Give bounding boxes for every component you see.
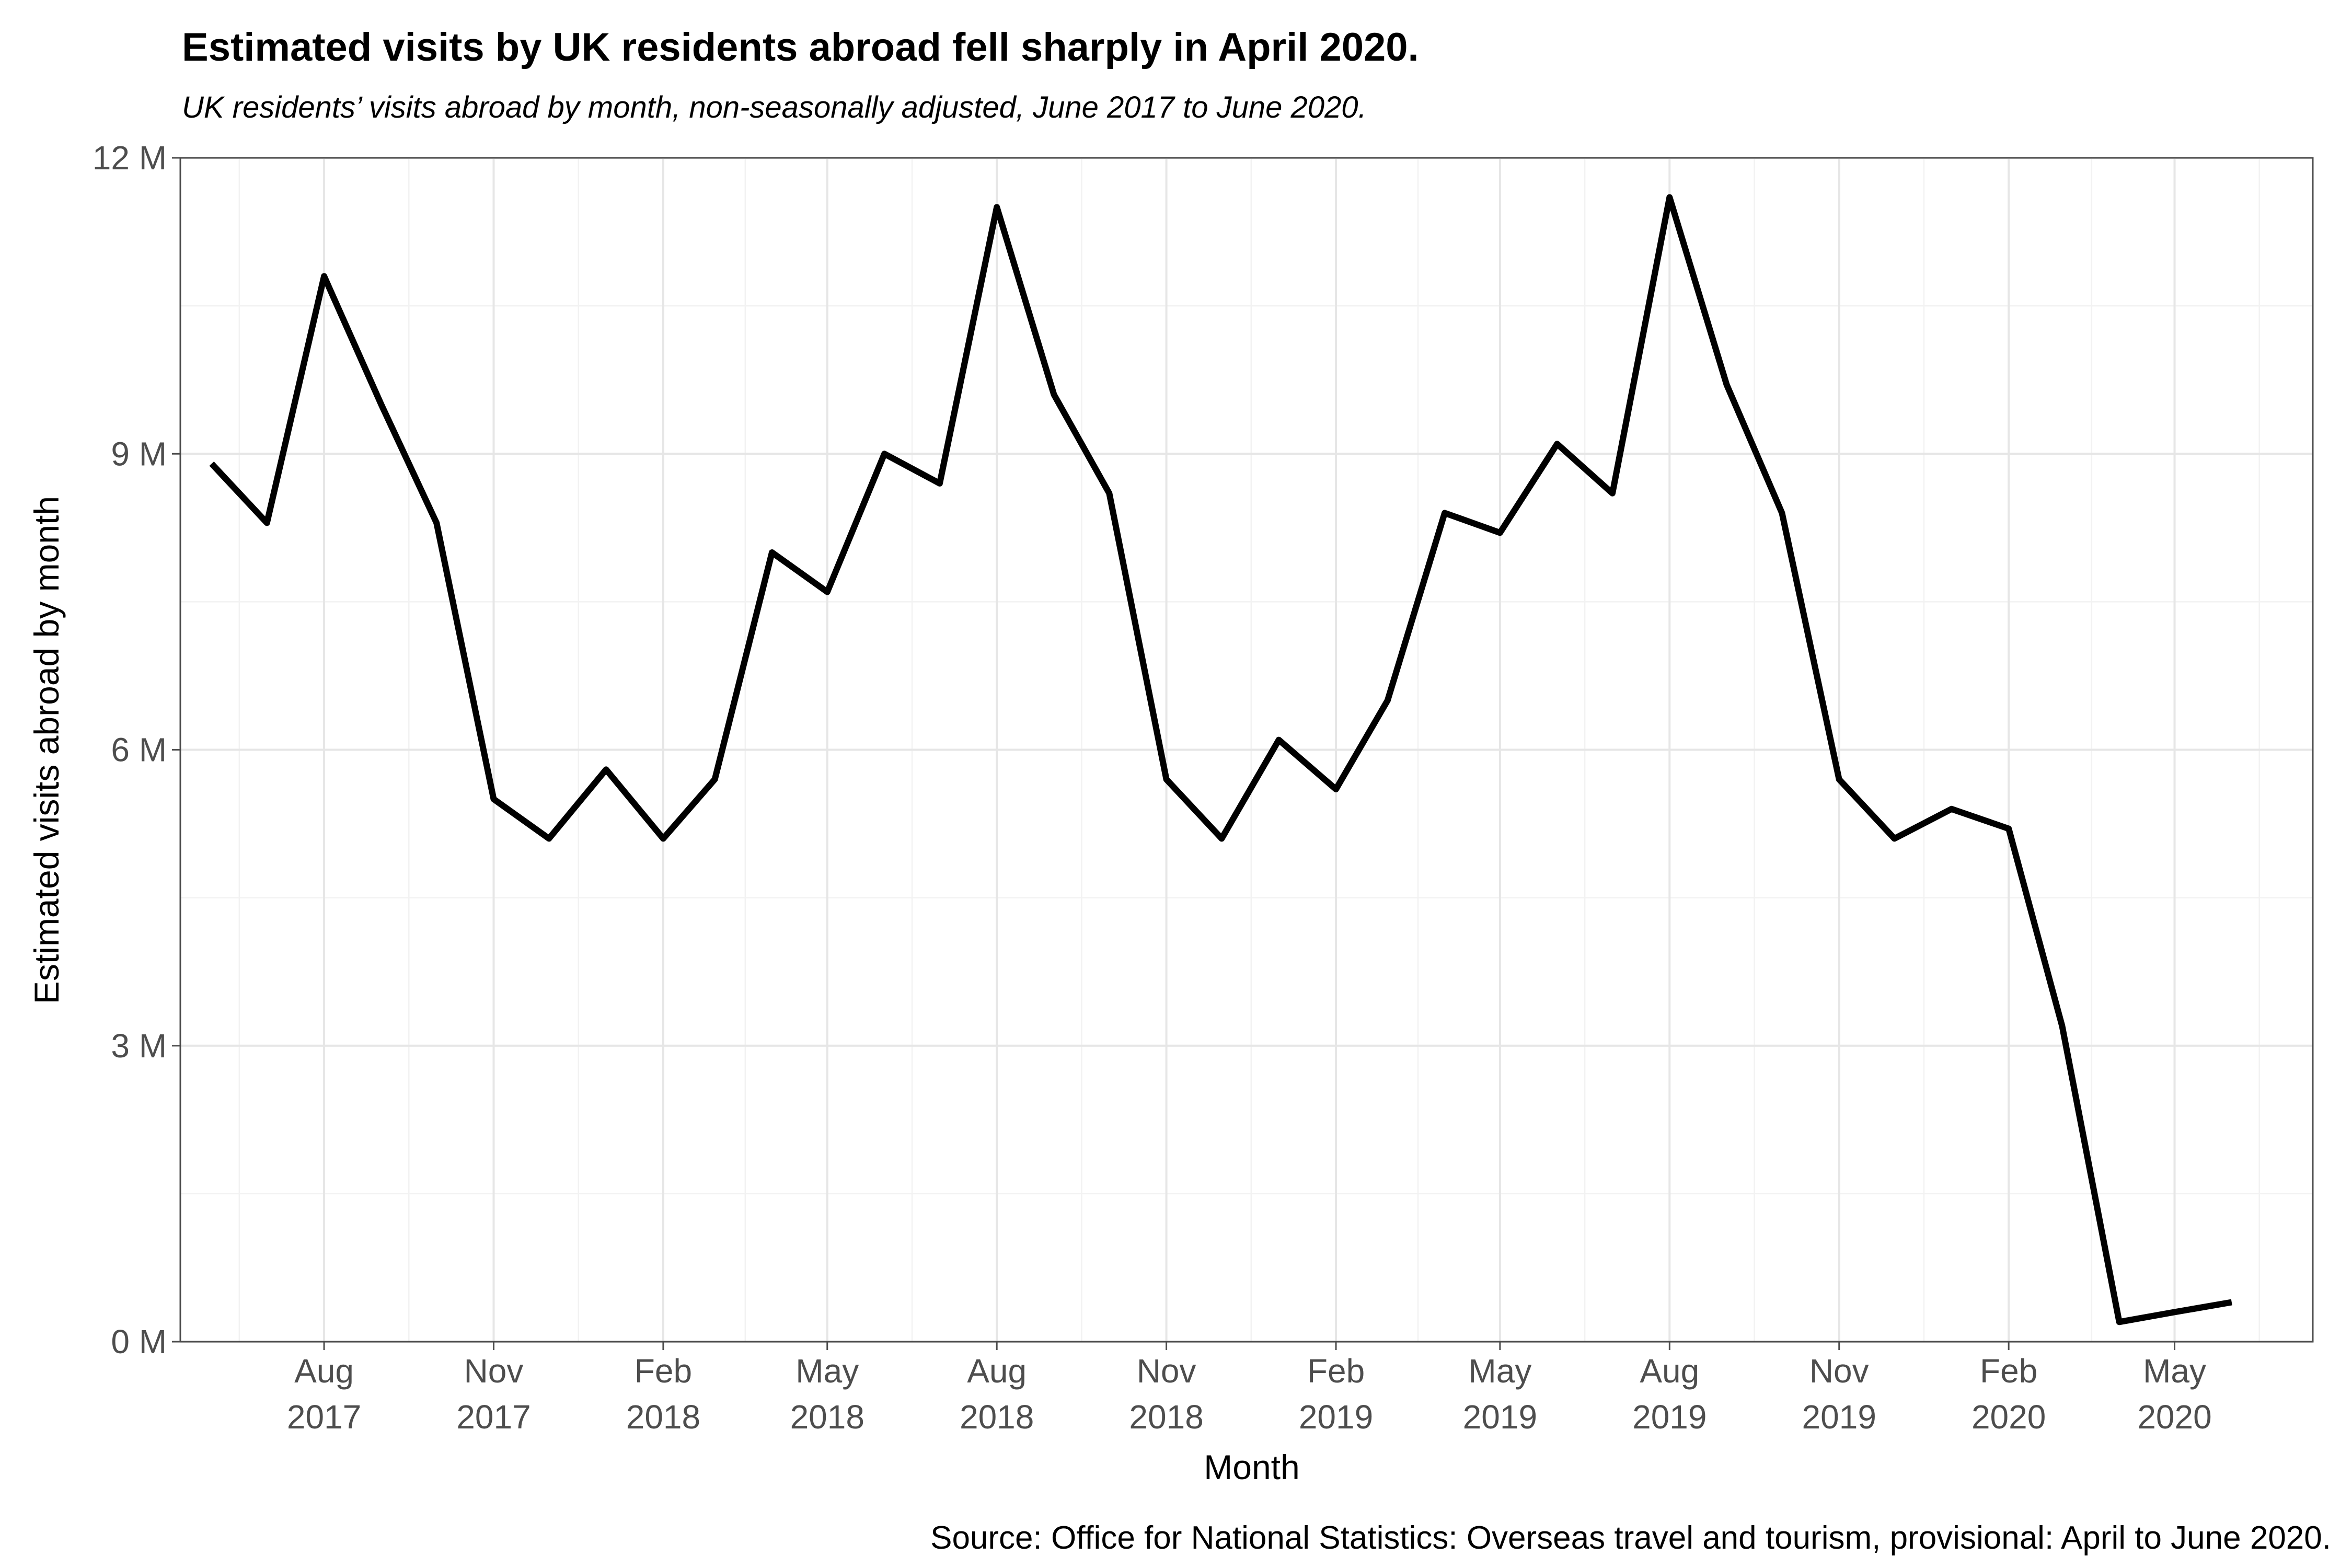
- visits-series-line: [209, 194, 2232, 1325]
- x-tick-label: May 2020: [2137, 1352, 2211, 1436]
- y-tick-label: 6 M: [111, 731, 167, 769]
- x-tick-label: Nov 2017: [456, 1352, 531, 1436]
- x-tick-label: Aug 2018: [960, 1352, 1034, 1436]
- chart-caption: Source: Office for National Statistics: …: [930, 1520, 2331, 1556]
- y-tick-label: 12 M: [93, 139, 167, 177]
- x-tick-label: Feb 2018: [626, 1352, 700, 1436]
- chart-title: Estimated visits by UK residents abroad …: [182, 25, 1419, 70]
- chart-subtitle: UK residents’ visits abroad by month, no…: [182, 90, 1367, 124]
- x-tick-label: May 2018: [790, 1352, 864, 1436]
- x-tick-label: May 2019: [1463, 1352, 1537, 1436]
- y-axis-title: Estimated visits abroad by month: [27, 496, 66, 1004]
- y-axis: 0 M 3 M 6 M 9 M 12 M: [93, 139, 180, 1361]
- y-tick-label: 9 M: [111, 435, 167, 472]
- major-gridlines: [180, 157, 2313, 1343]
- y-tick-label: 3 M: [111, 1027, 167, 1065]
- x-tick-label: Nov 2019: [1802, 1352, 1876, 1436]
- x-tick-label: Feb 2020: [1971, 1352, 2046, 1436]
- x-axis-title: Month: [1204, 1448, 1299, 1486]
- x-tick-label: Feb 2019: [1299, 1352, 1373, 1436]
- x-tick-label: Nov 2018: [1129, 1352, 1203, 1436]
- x-tick-label: Aug 2017: [287, 1352, 361, 1436]
- x-tick-label: Aug 2019: [1632, 1352, 1707, 1436]
- y-tick-label: 0 M: [111, 1323, 167, 1361]
- x-axis: Aug 2017 Nov 2017 Feb 2018 May 2018 Aug 2018 Nov 20…: [287, 1342, 2212, 1436]
